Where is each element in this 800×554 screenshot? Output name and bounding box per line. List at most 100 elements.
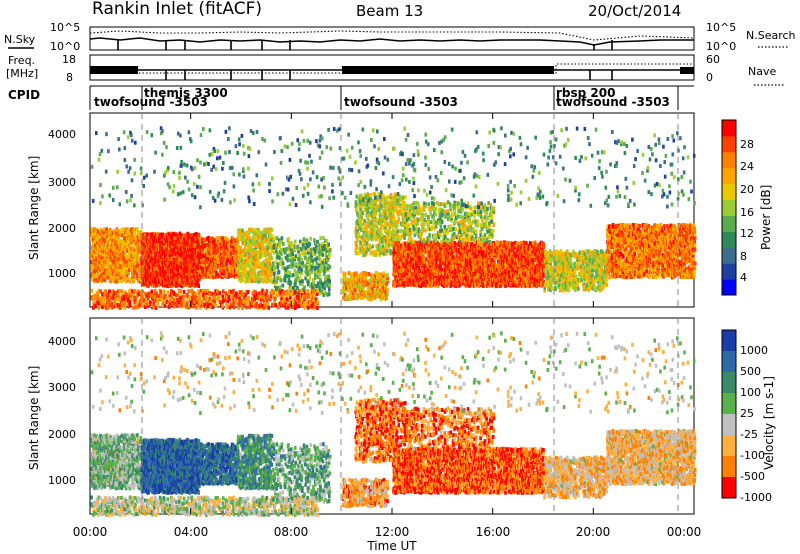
beam-title: Beam 13 — [356, 2, 423, 20]
power-cell — [136, 238, 139, 243]
power-cell — [288, 303, 292, 307]
power-cell — [107, 263, 111, 268]
power-cell — [363, 219, 366, 223]
power-cell — [296, 244, 300, 249]
power-cell — [210, 243, 213, 248]
power-cell — [120, 227, 124, 232]
power-cell — [277, 269, 281, 274]
power-cell — [175, 275, 178, 280]
power-cell — [197, 284, 200, 288]
power-cell — [97, 262, 100, 267]
power-cell — [194, 272, 198, 277]
power-cell — [173, 252, 176, 257]
power-cell — [275, 279, 278, 284]
power-cell — [108, 233, 112, 238]
power-cell — [118, 242, 121, 247]
power-cell — [328, 282, 332, 287]
power-cell — [385, 221, 389, 226]
power-cell — [131, 250, 134, 255]
power-cell — [90, 254, 93, 259]
power-cell — [272, 240, 276, 245]
power-cell — [133, 265, 137, 270]
power-cell — [132, 258, 136, 263]
power-cell — [113, 231, 117, 236]
power-cell — [105, 258, 109, 263]
power-cell — [318, 272, 321, 277]
power-cell — [399, 229, 403, 233]
power-cell — [125, 263, 129, 268]
power-cell — [253, 271, 257, 275]
power-cell — [171, 246, 174, 251]
power-cell — [139, 229, 143, 234]
power-cell — [115, 279, 118, 284]
power-cell — [230, 273, 233, 278]
station-title: Rankin Inlet (fitACF) — [92, 0, 262, 19]
power-cell — [91, 272, 94, 277]
power-cell — [126, 254, 130, 259]
power-cell — [129, 247, 132, 252]
power-cell — [273, 265, 277, 270]
noise-left-tick-bottom: 10^0 — [50, 40, 80, 53]
power-cell — [115, 245, 119, 250]
power-cell — [165, 238, 168, 243]
power-cell — [199, 239, 202, 244]
power-cell — [111, 230, 115, 235]
power-cell — [354, 200, 358, 205]
power-cell — [124, 266, 128, 271]
power-cell — [126, 248, 129, 252]
power-cell — [141, 258, 145, 263]
power-cell — [213, 248, 217, 253]
power-cell — [152, 270, 156, 275]
power-cell — [161, 240, 165, 245]
power-cell — [216, 243, 220, 248]
noise-left-tick-top: 10^5 — [50, 21, 80, 34]
power-cell — [156, 262, 160, 267]
power-cell — [355, 245, 359, 250]
power-cell — [221, 253, 224, 258]
power-cell — [328, 279, 331, 284]
power-cell — [327, 242, 330, 247]
power-cell — [183, 262, 186, 267]
power-cell — [178, 260, 181, 265]
power-cell — [142, 281, 145, 286]
power-cell — [148, 246, 152, 251]
power-cell — [134, 270, 137, 275]
power-cell — [105, 227, 109, 232]
power-cell — [172, 231, 175, 236]
power-cell — [161, 263, 165, 268]
power-cell — [303, 305, 307, 310]
power-cell — [147, 278, 151, 283]
power-cell — [96, 250, 100, 255]
power-cell — [166, 290, 170, 295]
power-cell — [193, 244, 196, 249]
power-cell — [101, 238, 105, 243]
power-cell — [195, 305, 198, 310]
power-cell — [198, 265, 202, 270]
power-cell — [94, 243, 97, 248]
power-cell — [170, 267, 173, 272]
power-cell — [166, 262, 170, 267]
power-cell — [221, 294, 224, 299]
power-cell — [266, 295, 269, 299]
power-cell — [150, 289, 154, 294]
power-cell — [140, 275, 144, 280]
power-cell — [148, 237, 151, 242]
power-cell — [148, 262, 151, 267]
power-cell — [214, 303, 218, 308]
power-cell — [227, 274, 231, 278]
power-cell — [111, 247, 115, 252]
power-cell — [92, 246, 95, 251]
power-cell — [109, 249, 113, 254]
power-cell — [310, 303, 314, 308]
noise-right-tick-bottom: 10^0 — [706, 40, 736, 53]
power-cell — [125, 259, 128, 264]
power-cell — [282, 242, 285, 246]
power-cell — [155, 280, 159, 285]
power-cell — [134, 301, 138, 305]
power-cell — [211, 236, 214, 241]
power-cell — [221, 242, 224, 247]
power-cell — [221, 236, 224, 241]
power-cell — [272, 236, 276, 241]
power-cell — [158, 279, 162, 284]
freq-drop-markers — [165, 70, 613, 80]
